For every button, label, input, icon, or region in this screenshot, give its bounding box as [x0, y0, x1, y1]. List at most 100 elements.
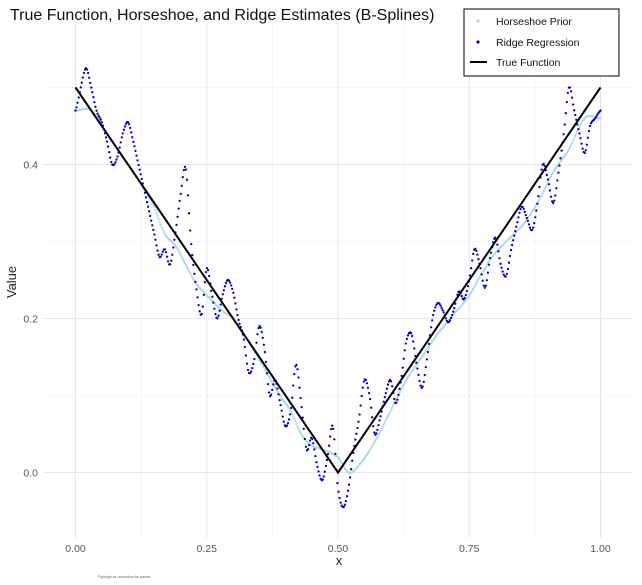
ridge-point [277, 393, 280, 396]
ridge-point [548, 189, 552, 192]
horseshoe-point [546, 181, 550, 184]
ridge-point [432, 313, 435, 317]
ridge-point [383, 396, 386, 399]
ridge-point [359, 404, 362, 407]
ridge-point [200, 312, 203, 316]
horseshoe-point [378, 431, 381, 435]
ridge-point [326, 452, 330, 456]
ridge-point [564, 112, 567, 115]
ridge-point [386, 383, 390, 386]
horseshoe-point [573, 137, 576, 140]
ridge-point [279, 403, 282, 407]
ridge-point [415, 361, 418, 364]
horseshoe-point [532, 208, 535, 212]
horseshoe-point [400, 387, 403, 390]
horseshoe-point [273, 385, 276, 388]
ridge-point [521, 205, 524, 209]
ridge-point [385, 387, 389, 390]
ridge-point [217, 314, 220, 317]
horseshoe-point [288, 408, 292, 411]
ridge-point [137, 163, 140, 167]
ridge-point [442, 311, 445, 314]
ridge-point [194, 280, 197, 284]
ridge-point [128, 123, 131, 126]
ridge-point [205, 267, 209, 270]
ridge-point [175, 223, 178, 227]
ridge-point [559, 157, 562, 160]
ridge-point [156, 249, 159, 252]
ridge-point [278, 399, 281, 402]
ridge-point [115, 158, 118, 161]
ridge-point [532, 226, 535, 229]
ridge-point [440, 306, 443, 310]
axis-ticks: 0.00 0.25 0.50 0.75 1.00 0.0 0.2 0.4 [23, 159, 610, 555]
ridge-point [134, 149, 137, 153]
horseshoe-point [406, 376, 410, 379]
ridge-point [313, 448, 316, 451]
horseshoe-point [545, 183, 548, 186]
ridge-point [345, 495, 349, 498]
ridge-point [545, 173, 548, 177]
ridge-point [97, 114, 100, 117]
horseshoe-point [291, 412, 294, 416]
legend-label-ridge-regression: Ridge Regression [496, 37, 580, 49]
ridge-point [475, 249, 478, 253]
ridge-point [186, 194, 190, 197]
ridge-point [466, 285, 470, 288]
ridge-point [391, 385, 394, 388]
ridge-point [295, 363, 298, 367]
horseshoe-point [403, 381, 406, 384]
horseshoe-point [572, 139, 575, 142]
ridge-point [132, 140, 135, 143]
ridge-point [181, 176, 184, 179]
ridge-point [400, 374, 403, 378]
ridge-point [166, 260, 170, 263]
horseshoe-point [549, 175, 553, 178]
horseshoe-point [190, 274, 193, 277]
ridge-point [517, 216, 520, 219]
horseshoe-point [576, 130, 579, 133]
ridge-point [595, 115, 598, 118]
ridge-point [535, 209, 538, 212]
ridge-point [325, 458, 329, 462]
ridge-point [510, 243, 514, 247]
ridge-point [324, 464, 328, 468]
ridge-point [304, 445, 308, 448]
ridge-point [360, 394, 363, 398]
ridge-point [265, 372, 269, 375]
ridge-point [424, 366, 427, 369]
horseshoe-point [468, 293, 472, 296]
horseshoe-point [264, 369, 268, 373]
ridge-point [306, 448, 310, 451]
ridge-point [235, 308, 238, 311]
ridge-point [105, 140, 109, 143]
horseshoe-point [161, 228, 164, 231]
ridge-point [451, 313, 454, 317]
ridge-point [350, 468, 353, 471]
horseshoe-point [381, 425, 384, 428]
ridge-point [479, 267, 482, 270]
ridge-point [411, 334, 414, 338]
horseshoe-point [578, 125, 581, 128]
ridge-point [594, 117, 597, 120]
ridge-point [299, 396, 302, 400]
ridge-point [465, 289, 469, 293]
ridge-point [315, 461, 318, 464]
ridge-point [426, 350, 430, 354]
ridge-point [562, 133, 565, 136]
ridge-point [444, 317, 447, 320]
horseshoe-point [579, 123, 582, 126]
ridge-point [139, 173, 142, 176]
ridge-point [337, 490, 340, 493]
ridge-point [317, 470, 320, 473]
ridge-point [119, 141, 122, 144]
horseshoe-point [274, 386, 277, 390]
ridge-point [238, 322, 241, 325]
horseshoe-point [293, 417, 296, 420]
horseshoe-point [473, 285, 476, 289]
horseshoe-point [398, 391, 401, 394]
horseshoe-point [155, 211, 158, 215]
ridge-point [354, 438, 357, 441]
ridge-point [288, 413, 292, 416]
ridge-point [537, 195, 540, 198]
